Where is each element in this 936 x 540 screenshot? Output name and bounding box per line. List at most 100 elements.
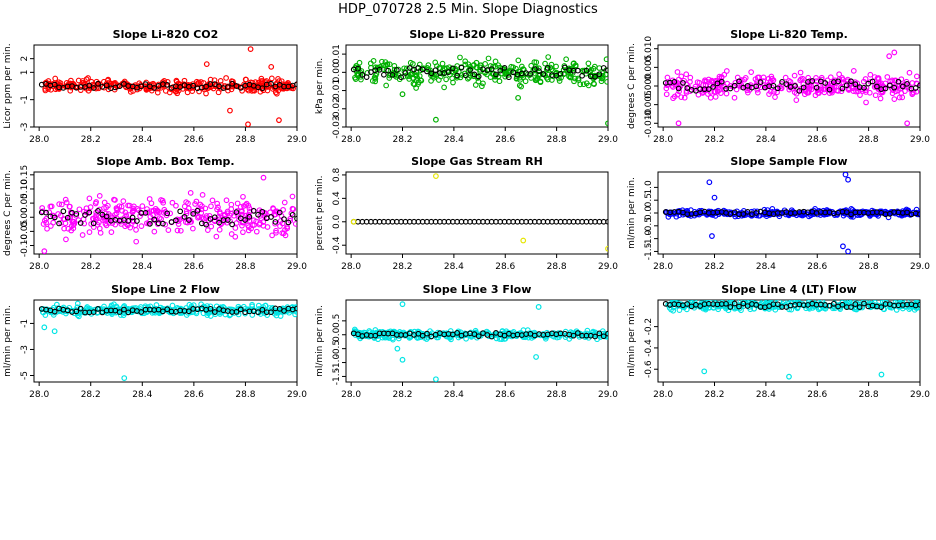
y-tick-label: -0.6	[644, 360, 654, 378]
data-point	[519, 331, 526, 337]
data-point	[782, 74, 789, 81]
reference-point	[471, 331, 478, 337]
plot-title: Slope Line 2 Flow	[111, 283, 220, 296]
reference-point	[211, 214, 218, 221]
data-point	[119, 207, 125, 214]
data-point	[52, 75, 59, 82]
data-point	[181, 203, 188, 210]
data-point	[838, 88, 845, 95]
main-title: HDP_070728 2.5 Min. Slope Diagnostics	[338, 2, 598, 17]
data-point	[411, 81, 418, 88]
data-point	[439, 60, 446, 67]
data-point	[839, 74, 845, 81]
data-point	[358, 76, 364, 83]
x-tick-label: 28.4	[132, 135, 152, 145]
data-point	[232, 225, 239, 231]
data-point	[443, 76, 449, 83]
data-point	[94, 81, 100, 88]
data-point	[268, 75, 275, 82]
data-point	[103, 204, 109, 211]
data-point	[154, 208, 161, 215]
outlier-point	[433, 116, 439, 123]
data-point	[372, 64, 379, 71]
reference-point	[224, 84, 231, 90]
data-point	[146, 196, 153, 202]
data-point	[577, 81, 584, 88]
data-point	[663, 85, 670, 92]
reference-point	[419, 332, 426, 339]
data-point	[909, 91, 916, 98]
reference-point	[852, 301, 859, 307]
data-point	[39, 208, 46, 215]
reference-point	[861, 300, 867, 307]
data-point	[808, 83, 814, 89]
data-point	[270, 205, 276, 212]
outlier-point	[433, 173, 439, 180]
data-point	[664, 74, 671, 81]
data-point	[101, 303, 107, 310]
data-point	[228, 206, 235, 212]
x-tick-label: 28.0	[29, 262, 49, 272]
data-point	[666, 304, 673, 311]
data-point	[63, 236, 69, 243]
reference-point	[268, 309, 274, 316]
x-tick-label: 28.6	[184, 390, 204, 400]
reference-point	[570, 332, 577, 339]
reference-point	[116, 309, 123, 315]
data-point	[827, 74, 834, 81]
reference-point	[259, 306, 266, 313]
data-point	[591, 74, 598, 81]
data-point	[380, 62, 387, 69]
data-point	[288, 83, 295, 90]
outlier-point	[203, 61, 210, 68]
x-tick-label: 28.4	[756, 135, 776, 145]
data-point	[515, 57, 522, 64]
reference-point	[458, 64, 465, 71]
y-tick-label: -0.2	[644, 318, 654, 336]
y-tick-label: 0.00	[20, 207, 30, 227]
data-point	[815, 306, 822, 313]
data-point	[164, 79, 171, 85]
data-point	[108, 229, 115, 235]
outlier-point	[399, 356, 406, 363]
chart-sampleflow: Slope Sample Flow 28.0 28.2 28.4 28.6 28.8 29.…	[627, 155, 930, 272]
reference-point	[224, 217, 231, 223]
data-point	[580, 81, 587, 88]
x-tick-label: 28.8	[547, 135, 567, 145]
data-point	[79, 232, 86, 238]
x-tick-label: 28.0	[653, 262, 673, 272]
data-point	[597, 334, 604, 340]
x-tick-label: 28.8	[235, 135, 255, 145]
reference-point	[203, 83, 209, 90]
data-point	[391, 63, 398, 69]
data-point	[58, 201, 65, 208]
outlier-point	[260, 174, 267, 181]
y-axis-label: Licor ppm per min.	[3, 43, 13, 128]
plot-title: Slope Li-820 Temp.	[730, 28, 848, 41]
reference-point	[449, 65, 456, 72]
data-point	[913, 73, 920, 80]
reference-point	[462, 72, 469, 79]
reference-point	[60, 208, 67, 215]
data-point	[279, 230, 286, 236]
plot-frame	[345, 171, 609, 255]
data-point	[257, 220, 263, 227]
data-point	[848, 213, 854, 220]
reference-point	[56, 220, 62, 227]
data-point	[676, 84, 683, 91]
outlier-point	[878, 371, 885, 378]
x-tick-label: 28.0	[341, 262, 361, 272]
reference-point	[497, 67, 504, 74]
data-point	[262, 302, 269, 309]
data-point	[670, 95, 676, 102]
data-point	[46, 84, 52, 90]
data-point	[105, 216, 112, 223]
y-tick-label: 0.000	[644, 73, 654, 99]
data-point	[44, 225, 50, 232]
data-point	[502, 335, 509, 342]
data-point	[268, 306, 275, 312]
outlier-point	[701, 368, 708, 375]
reference-point	[268, 80, 274, 87]
x-tick-label: 28.4	[444, 262, 464, 272]
data-point	[818, 87, 825, 93]
